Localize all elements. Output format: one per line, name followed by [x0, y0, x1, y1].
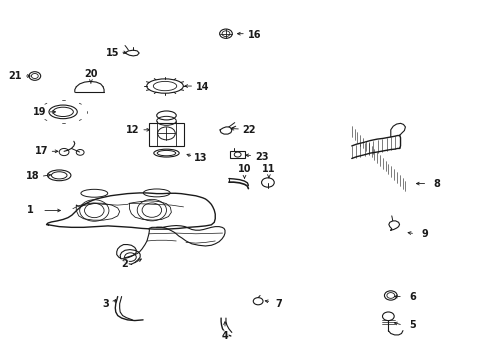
Text: 8: 8	[433, 179, 440, 189]
Text: 23: 23	[254, 152, 268, 162]
Text: 19: 19	[33, 107, 46, 117]
Text: 2: 2	[122, 259, 128, 269]
Text: 14: 14	[196, 82, 209, 92]
Text: 13: 13	[193, 153, 207, 163]
Text: 10: 10	[237, 164, 251, 174]
Text: 17: 17	[35, 146, 49, 156]
Text: 12: 12	[125, 125, 139, 135]
Text: 21: 21	[9, 71, 22, 81]
Text: 4: 4	[221, 331, 228, 341]
Bar	[149, 123, 183, 146]
Text: 1: 1	[26, 206, 33, 216]
Text: 20: 20	[84, 69, 98, 79]
Text: 6: 6	[408, 292, 415, 302]
Text: 9: 9	[421, 229, 427, 239]
Text: 3: 3	[102, 299, 109, 309]
Text: 18: 18	[25, 171, 39, 181]
Text: 5: 5	[408, 320, 415, 330]
Text: 7: 7	[275, 299, 282, 309]
Bar	[229, 150, 245, 158]
Text: 22: 22	[242, 125, 256, 135]
Text: 11: 11	[262, 164, 275, 174]
Text: 15: 15	[106, 48, 120, 58]
Text: 16: 16	[247, 30, 261, 40]
